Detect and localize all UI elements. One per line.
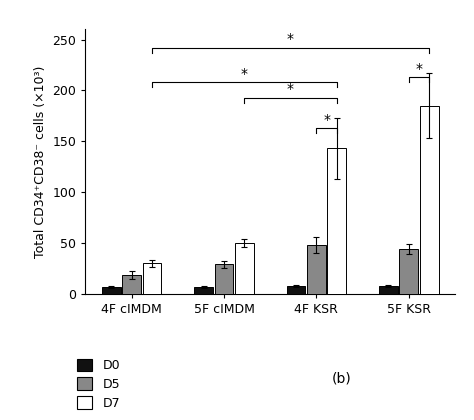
Legend: D0, D5, D7: D0, D5, D7 <box>77 359 120 410</box>
Bar <box>307 245 326 294</box>
Bar <box>287 286 305 294</box>
Text: *: * <box>323 113 330 126</box>
Text: *: * <box>287 32 294 46</box>
Bar <box>102 287 120 294</box>
Bar <box>194 287 213 294</box>
Bar <box>215 265 233 294</box>
Y-axis label: Total CD34⁺CD38⁻ cells (×10³): Total CD34⁺CD38⁻ cells (×10³) <box>34 66 47 258</box>
Text: (b): (b) <box>331 371 351 385</box>
Bar <box>328 149 346 294</box>
Bar <box>379 286 398 294</box>
Bar <box>235 243 254 294</box>
Bar <box>420 106 438 294</box>
Text: *: * <box>241 67 248 81</box>
Bar <box>122 275 141 294</box>
Text: *: * <box>287 82 294 96</box>
Text: *: * <box>416 62 422 76</box>
Bar <box>143 263 161 294</box>
Bar <box>400 249 418 294</box>
